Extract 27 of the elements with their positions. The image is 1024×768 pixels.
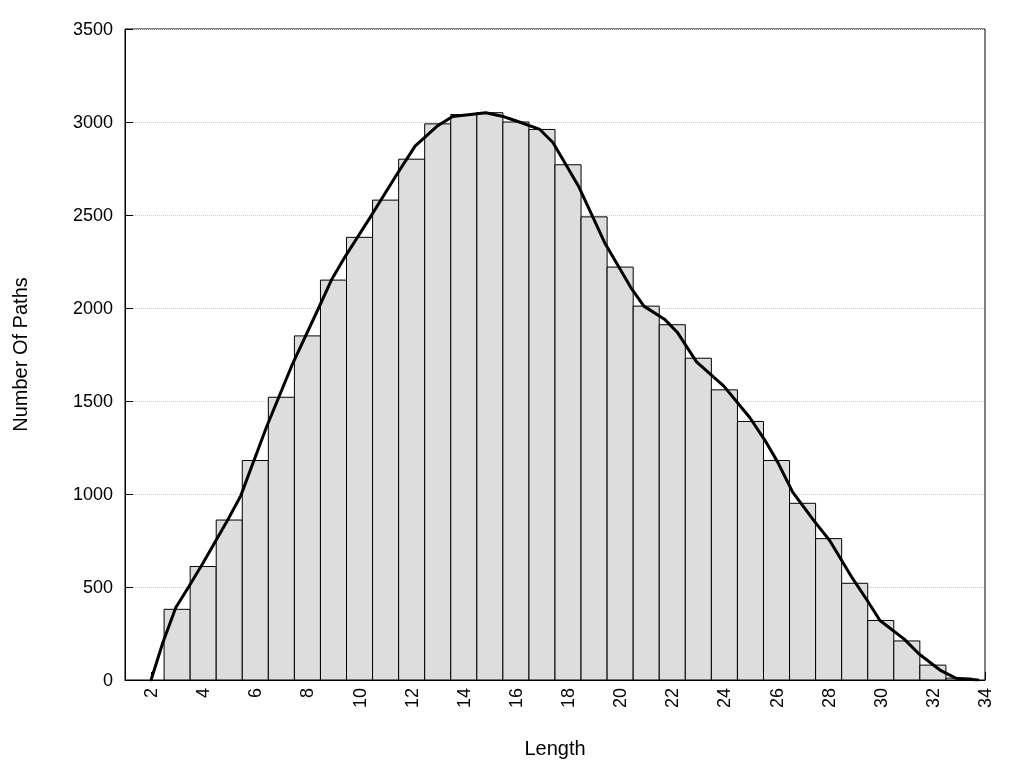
y-tick-label: 500 [82, 577, 113, 597]
y-tick-label: 3000 [72, 112, 113, 132]
y-tick-label: 1000 [72, 484, 113, 504]
x-tick-label: 32 [922, 688, 943, 709]
x-tick-label: 30 [870, 688, 891, 709]
y-tick-label: 3500 [72, 19, 113, 39]
x-tick-label: 18 [558, 688, 579, 709]
x-tick-label: 14 [453, 688, 474, 709]
x-tick-label: 20 [610, 688, 631, 709]
x-tick-label: 34 [975, 688, 995, 709]
x-tick-label: 6 [245, 688, 266, 699]
x-tick-label: 28 [818, 688, 839, 709]
x-tick-label: 12 [401, 688, 422, 709]
y-axis-title: Number Of Paths [9, 277, 31, 432]
x-tick-label: 26 [766, 688, 787, 709]
x-tick-label: 16 [505, 688, 526, 709]
x-tick-label: 4 [193, 688, 214, 699]
y-tick-label: 0 [102, 670, 113, 690]
x-tick-label: 10 [349, 688, 370, 709]
x-tick-label: 24 [714, 688, 735, 709]
y-tick-label: 2500 [72, 205, 113, 225]
y-tick-label: 2000 [72, 298, 113, 318]
x-tick-label: 8 [297, 688, 318, 699]
x-tick-label: 2 [141, 688, 162, 699]
y-tick-label: 1500 [72, 391, 113, 411]
x-axis-title: Length [524, 737, 586, 759]
x-tick-label: 22 [662, 688, 683, 709]
